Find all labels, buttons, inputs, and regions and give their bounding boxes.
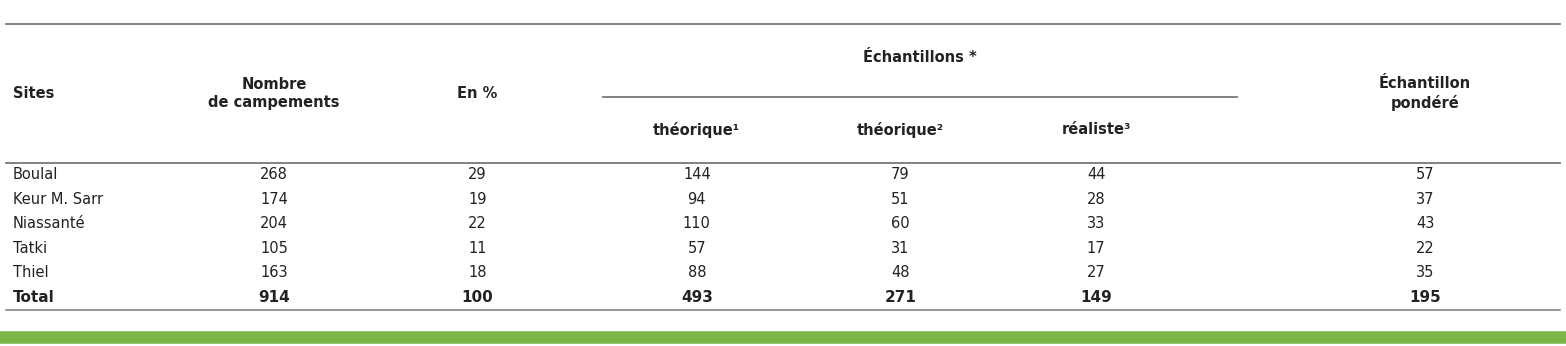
Text: 268: 268 bbox=[260, 167, 288, 182]
Text: Keur M. Sarr: Keur M. Sarr bbox=[13, 192, 103, 207]
Text: 94: 94 bbox=[687, 192, 706, 207]
Text: 48: 48 bbox=[891, 265, 910, 280]
Text: 144: 144 bbox=[683, 167, 711, 182]
Text: Tatki: Tatki bbox=[13, 241, 47, 256]
Text: En %: En % bbox=[457, 86, 498, 101]
Text: Échantillons *: Échantillons * bbox=[863, 49, 977, 65]
Text: 88: 88 bbox=[687, 265, 706, 280]
Text: 271: 271 bbox=[885, 290, 916, 305]
Text: 18: 18 bbox=[468, 265, 487, 280]
Text: Thiel: Thiel bbox=[13, 265, 49, 280]
Text: Niassanté: Niassanté bbox=[13, 216, 85, 231]
Text: 493: 493 bbox=[681, 290, 713, 305]
Text: Nombre
de campements: Nombre de campements bbox=[208, 76, 340, 110]
Text: 19: 19 bbox=[468, 192, 487, 207]
Text: 60: 60 bbox=[891, 216, 910, 231]
Text: 17: 17 bbox=[1087, 241, 1106, 256]
Text: 51: 51 bbox=[891, 192, 910, 207]
Text: 110: 110 bbox=[683, 216, 711, 231]
Text: 914: 914 bbox=[258, 290, 290, 305]
Text: 57: 57 bbox=[687, 241, 706, 256]
Text: Échantillon
pondéré: Échantillon pondéré bbox=[1380, 76, 1470, 111]
Text: 22: 22 bbox=[1416, 241, 1434, 256]
Text: 35: 35 bbox=[1416, 265, 1434, 280]
Text: théorique²: théorique² bbox=[857, 122, 944, 138]
Text: 28: 28 bbox=[1087, 192, 1106, 207]
Text: Total: Total bbox=[13, 290, 55, 305]
Text: 204: 204 bbox=[260, 216, 288, 231]
Text: 79: 79 bbox=[891, 167, 910, 182]
Text: 195: 195 bbox=[1409, 290, 1441, 305]
Text: 57: 57 bbox=[1416, 167, 1434, 182]
Text: réaliste³: réaliste³ bbox=[1062, 122, 1131, 137]
Text: 43: 43 bbox=[1416, 216, 1434, 231]
Text: 11: 11 bbox=[468, 241, 487, 256]
Text: 27: 27 bbox=[1087, 265, 1106, 280]
Text: 174: 174 bbox=[260, 192, 288, 207]
Text: 31: 31 bbox=[891, 241, 910, 256]
Text: 22: 22 bbox=[468, 216, 487, 231]
Text: Sites: Sites bbox=[13, 86, 53, 101]
Text: 29: 29 bbox=[468, 167, 487, 182]
Text: 105: 105 bbox=[260, 241, 288, 256]
Text: 37: 37 bbox=[1416, 192, 1434, 207]
Text: 44: 44 bbox=[1087, 167, 1106, 182]
Text: 163: 163 bbox=[260, 265, 288, 280]
Text: théorique¹: théorique¹ bbox=[653, 122, 741, 138]
Text: 100: 100 bbox=[462, 290, 493, 305]
Text: 33: 33 bbox=[1087, 216, 1106, 231]
Text: 149: 149 bbox=[1081, 290, 1112, 305]
Text: Boulal: Boulal bbox=[13, 167, 58, 182]
